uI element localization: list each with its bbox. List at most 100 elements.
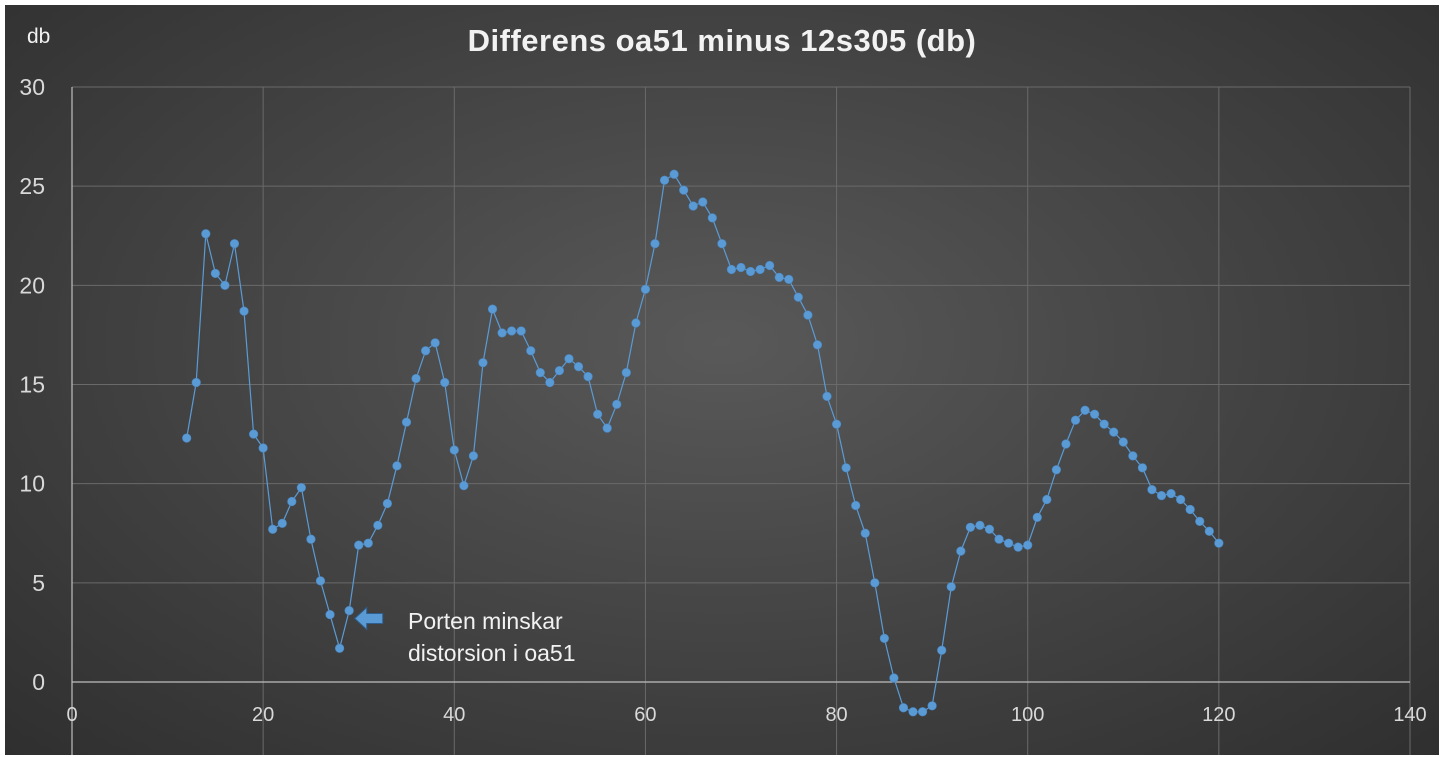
data-point: [669, 169, 679, 179]
data-point: [210, 268, 220, 279]
data-point: [229, 239, 240, 249]
data-point: [287, 496, 297, 507]
data-point: [1099, 419, 1109, 429]
data-point: [889, 673, 899, 683]
chart-title: Differens oa51 minus 12s305 (db): [467, 23, 977, 58]
data-point: [822, 391, 832, 402]
data-point: [268, 524, 278, 534]
annotation-text: Porten minskar distorsion i oa51: [408, 605, 668, 669]
data-point: [535, 368, 545, 378]
x-tick-label: 20: [252, 704, 274, 726]
data-point: [306, 534, 316, 544]
data-point: [831, 419, 842, 429]
data-point: [296, 483, 306, 493]
gridlines: [72, 86, 1411, 755]
data-point: [1214, 538, 1224, 548]
data-point: [860, 528, 870, 538]
data-point: [1032, 512, 1042, 522]
data-point: [707, 213, 717, 223]
data-point: [1042, 494, 1052, 505]
axes: 0 20 40 60 80 100 120 140 0 5 10 15 20 25 30: [19, 74, 1427, 755]
data-point: [1156, 490, 1167, 501]
data-point: [564, 354, 574, 364]
x-tick-label: 60: [634, 704, 656, 726]
data-point: [554, 366, 565, 376]
data-point: [1070, 415, 1081, 425]
data-point: [315, 576, 326, 586]
x-tick-label: 120: [1202, 704, 1235, 726]
data-point: [631, 318, 641, 328]
data-point: [870, 578, 880, 588]
data-point: [430, 338, 440, 348]
data-point: [765, 260, 775, 271]
data-point: [927, 701, 937, 711]
data-point: [1176, 494, 1186, 505]
data-point: [335, 643, 345, 653]
data-point: [717, 239, 727, 249]
data-point: [917, 707, 928, 717]
chart-area: 0 20 40 60 80 100 120 140 0 5 10 15 20 25 30 Differens…: [5, 5, 1439, 755]
data-point: [258, 443, 268, 453]
data-point: [373, 520, 383, 530]
data-point: [1109, 427, 1119, 437]
data-point: [248, 429, 259, 439]
x-tick-label: 80: [825, 704, 847, 726]
y-tick-label: 10: [19, 471, 45, 497]
y-tick-label: 25: [19, 173, 45, 199]
data-point: [363, 538, 373, 548]
data-point: [344, 605, 354, 616]
data-point: [1061, 439, 1071, 449]
data-point: [774, 272, 784, 283]
data-point: [593, 409, 603, 419]
data-point: [478, 358, 488, 368]
chart-plot: 0 20 40 60 80 100 120 140 0 5 10 15 20 25 30: [19, 74, 1427, 755]
data-point: [1023, 540, 1033, 550]
data-point: [1185, 504, 1195, 515]
data-point: [984, 524, 995, 534]
data-point: [688, 201, 698, 211]
data-point: [325, 609, 335, 620]
x-tick-label: 100: [1011, 704, 1044, 726]
y-tick-label: 30: [19, 74, 45, 100]
y-axis-unit-label: db: [27, 25, 51, 48]
data-point: [1013, 542, 1023, 552]
data-point: [879, 633, 889, 643]
data-point: [382, 498, 392, 509]
data-point: [937, 645, 947, 655]
data-point: [650, 239, 660, 249]
data-point: [602, 423, 612, 433]
data-point: [487, 304, 498, 314]
data-point: [354, 540, 364, 550]
data-point: [679, 185, 689, 195]
data-point: [851, 500, 861, 511]
data-point: [191, 377, 201, 388]
data-point: [994, 534, 1004, 544]
data-point: [392, 461, 402, 471]
data-point: [239, 306, 249, 316]
x-tick-label: 140: [1393, 704, 1426, 726]
data-point: [841, 463, 851, 473]
data-point: [908, 707, 918, 717]
data-point: [612, 399, 622, 409]
x-tick-label: 40: [443, 704, 465, 726]
data-point: [468, 451, 479, 461]
data-point: [659, 175, 670, 185]
data-point: [1137, 463, 1147, 473]
data-point: [507, 326, 517, 336]
data-point: [1003, 538, 1014, 548]
y-tick-label: 0: [32, 669, 45, 695]
data-point: [497, 328, 507, 338]
y-tick-label: 15: [19, 372, 45, 398]
data-series: [182, 169, 1224, 717]
data-point: [745, 266, 756, 277]
x-tick-label: 0: [66, 704, 77, 726]
data-point: [440, 377, 450, 388]
y-tick-label: 5: [32, 570, 45, 596]
data-point: [640, 284, 651, 294]
data-point: [1090, 409, 1100, 419]
annotation-arrow-shape: [353, 606, 384, 631]
annotation-arrow: [353, 606, 384, 631]
data-point: [975, 520, 985, 530]
data-point: [898, 703, 909, 713]
data-point: [736, 262, 746, 273]
